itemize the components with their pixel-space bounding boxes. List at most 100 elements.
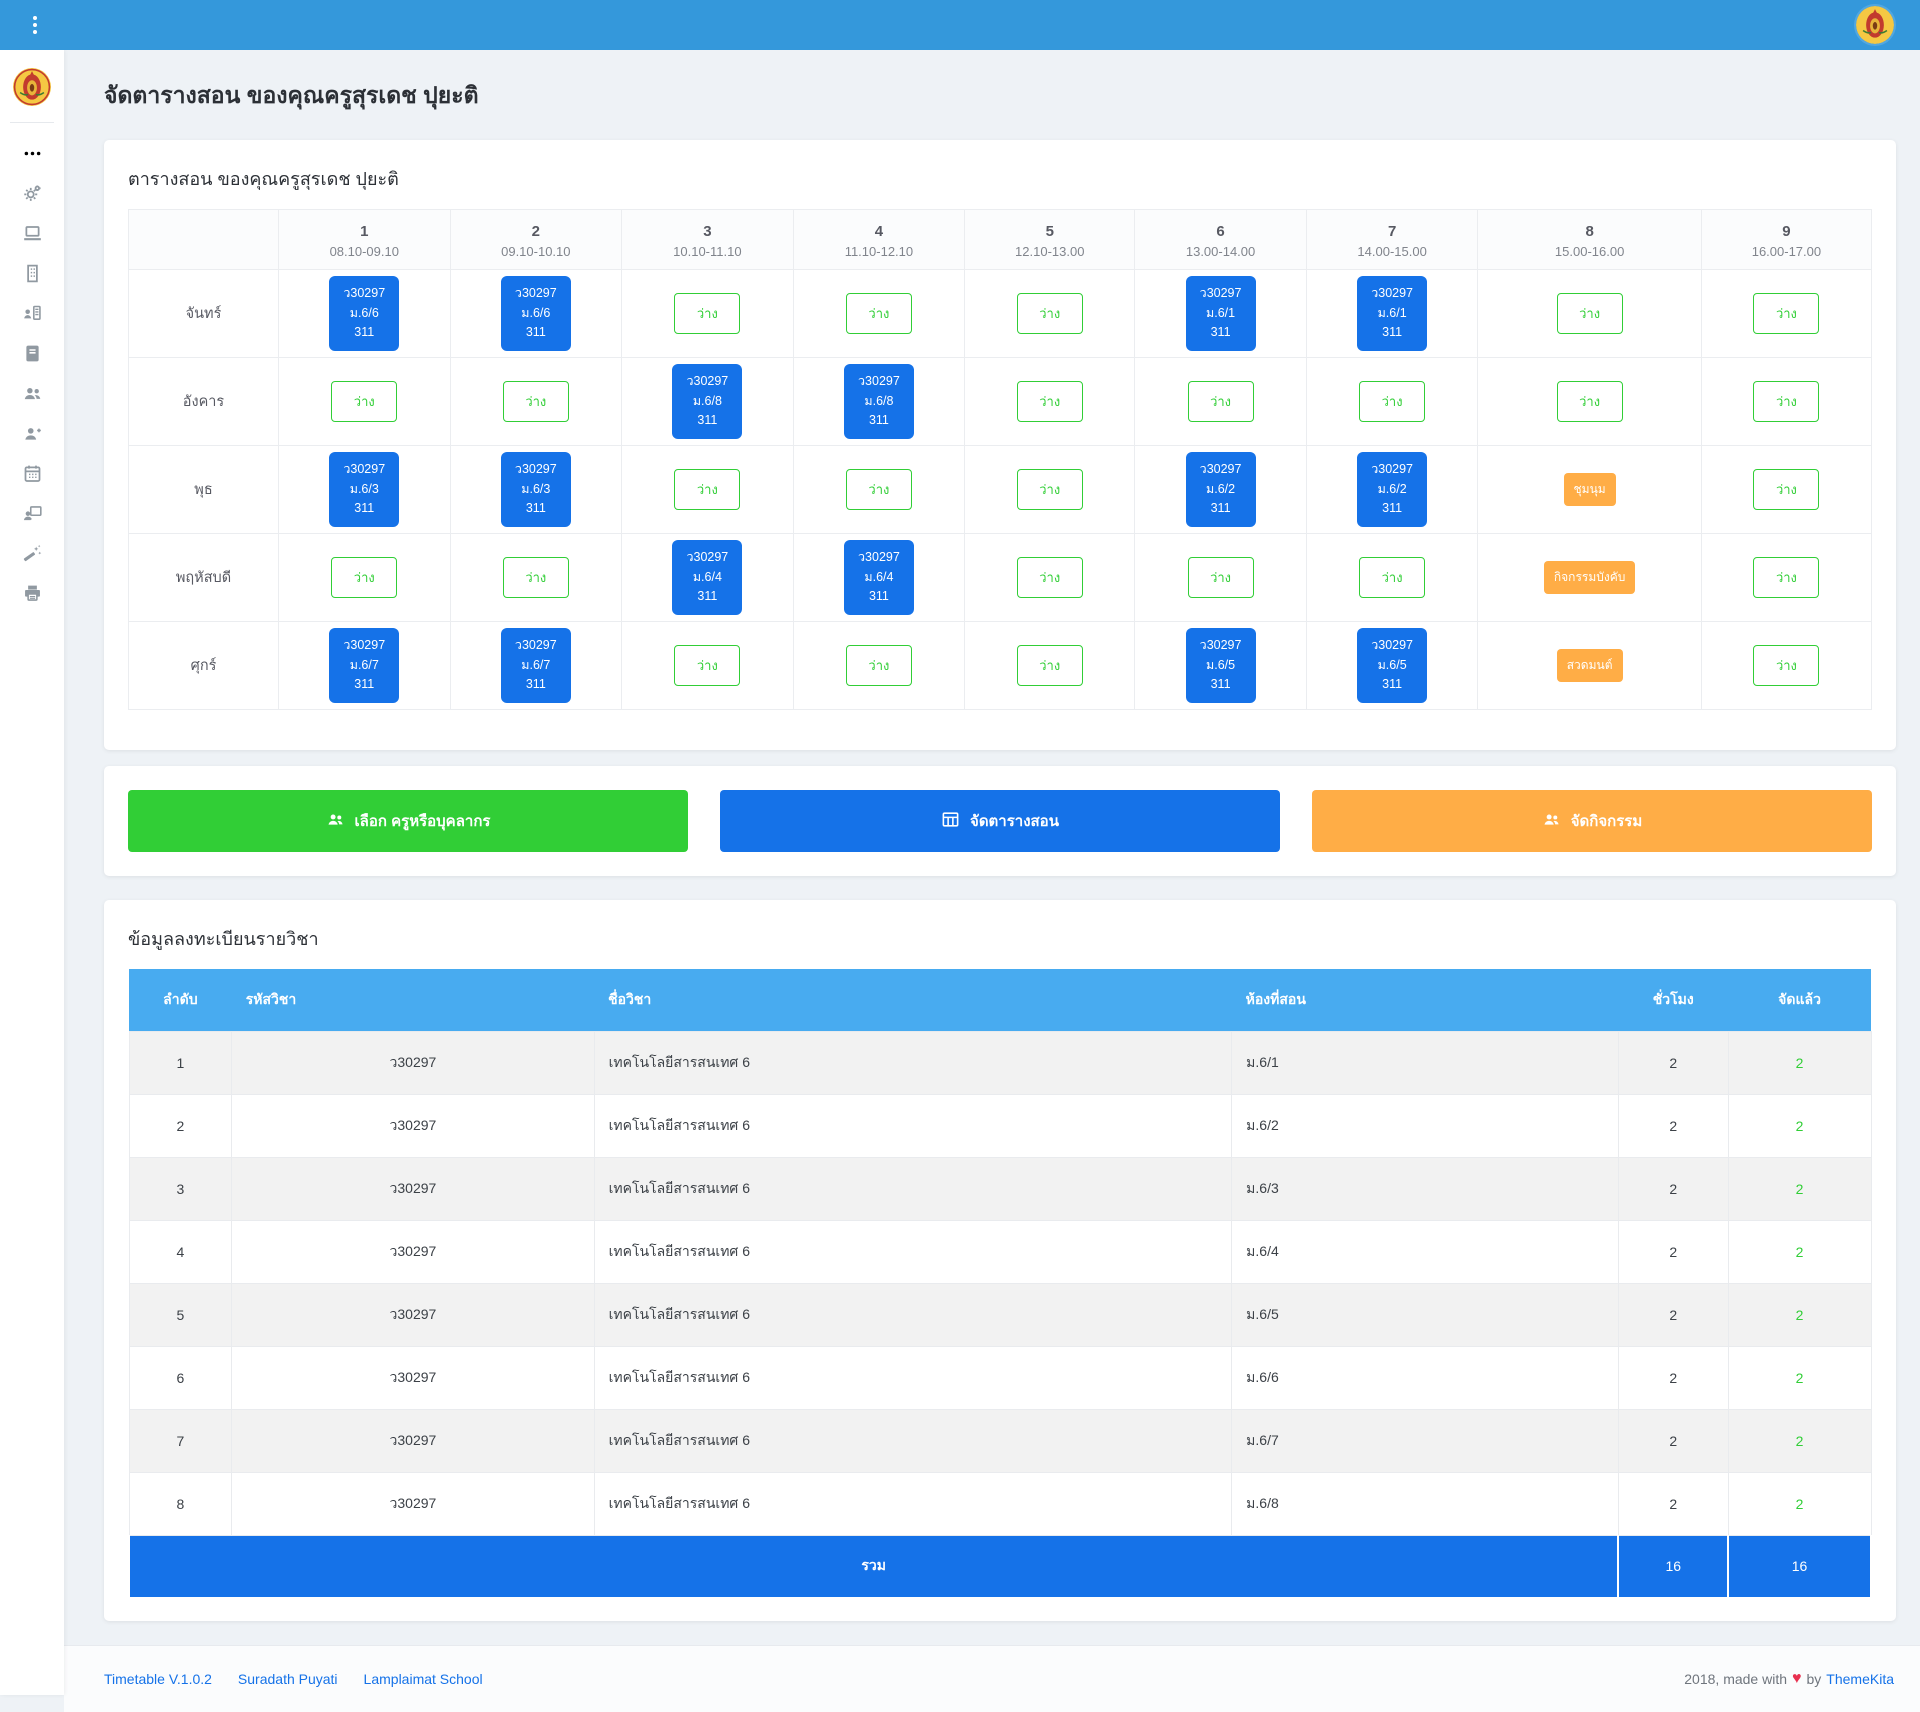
timetable-slot: ว่าง: [793, 622, 965, 710]
free-slot[interactable]: ว่าง: [1017, 645, 1083, 686]
sidebar-item-org-chart-icon[interactable]: [12, 293, 52, 333]
sidebar-item-building-icon[interactable]: [12, 253, 52, 293]
subject-code: ว30297: [232, 1220, 594, 1283]
sidebar-item-users-icon[interactable]: [12, 373, 52, 413]
free-slot[interactable]: ว่าง: [1753, 293, 1819, 334]
class-room: ม.6/6: [1232, 1346, 1619, 1409]
school-logo[interactable]: [13, 68, 51, 106]
hours: 2: [1618, 1031, 1728, 1094]
footer-copyright: 2018, made with ♥ by ThemeKita: [1684, 1670, 1894, 1688]
main-content: จัดตารางสอน ของคุณครูสุรเดช ปุยะติ ตาราง…: [64, 0, 1920, 1712]
activity-slot[interactable]: สวดมนต์: [1557, 649, 1623, 682]
sidebar-item-magic-wand-icon[interactable]: [12, 533, 52, 573]
themekita-link[interactable]: ThemeKita: [1826, 1671, 1894, 1687]
org-chart-icon: [22, 303, 43, 324]
free-slot[interactable]: ว่าง: [1188, 557, 1254, 598]
free-slot[interactable]: ว่าง: [503, 381, 569, 422]
free-slot[interactable]: ว่าง: [331, 381, 397, 422]
sidebar-item-settings-gears-icon[interactable]: [12, 173, 52, 213]
free-slot[interactable]: ว่าง: [846, 645, 912, 686]
free-slot[interactable]: ว่าง: [503, 557, 569, 598]
heart-icon: ♥: [1792, 1670, 1802, 1688]
free-slot[interactable]: ว่าง: [331, 557, 397, 598]
activity-slot[interactable]: กิจกรรมบังคับ: [1544, 561, 1635, 594]
page-title: จัดตารางสอน ของคุณครูสุรเดช ปุยะติ: [104, 78, 1896, 114]
registration-card: ข้อมูลลงทะเบียนรายวิชา ลำดับรหัสวิชาชื่อ…: [104, 900, 1896, 1621]
sidebar-item-book-icon[interactable]: [12, 333, 52, 373]
users-icon: [326, 810, 345, 833]
assigned-hours: 2: [1728, 1472, 1871, 1535]
free-slot[interactable]: ว่าง: [674, 469, 740, 510]
free-slot[interactable]: ว่าง: [1753, 469, 1819, 510]
free-slot[interactable]: ว่าง: [1753, 557, 1819, 598]
timetable-slot: ว่าง: [793, 270, 965, 358]
sidebar-item-laptop-icon[interactable]: [12, 213, 52, 253]
subject-name: เทคโนโลยีสารสนเทศ 6: [594, 1157, 1232, 1220]
arrange-activity-button[interactable]: จัดกิจกรรม: [1312, 790, 1872, 852]
teacher-name-link[interactable]: Suradath Puyati: [238, 1671, 338, 1687]
timetable-version-link[interactable]: Timetable V.1.0.2: [104, 1671, 212, 1687]
free-slot[interactable]: ว่าง: [1017, 469, 1083, 510]
select-teacher-button[interactable]: เลือก ครูหรือบุคลากร: [128, 790, 688, 852]
timetable-card-title: ตารางสอน ของคุณครูสุรเดช ปุยะติ: [128, 164, 1872, 193]
free-slot[interactable]: ว่าง: [1188, 381, 1254, 422]
day-label: ศุกร์: [129, 622, 279, 710]
sidebar-item-calendar-icon[interactable]: [12, 453, 52, 493]
building-icon: [22, 263, 43, 284]
free-slot[interactable]: ว่าง: [674, 645, 740, 686]
class-room: ม.6/7: [1232, 1409, 1619, 1472]
free-slot[interactable]: ว่าง: [1557, 293, 1623, 334]
free-slot[interactable]: ว่าง: [1017, 381, 1083, 422]
free-slot[interactable]: ว่าง: [1753, 381, 1819, 422]
school-name-link[interactable]: Lamplaimat School: [364, 1671, 483, 1687]
avatar[interactable]: [1856, 6, 1894, 44]
page-footer: Timetable V.1.0.2 Suradath Puyati Lamplaim…: [64, 1645, 1920, 1712]
sidebar-item-printer-icon[interactable]: [12, 573, 52, 613]
sidebar-toggle-icon[interactable]: [22, 12, 48, 38]
arrange-timetable-button[interactable]: จัดตารางสอน: [720, 790, 1280, 852]
subject-code: ว30297: [232, 1031, 594, 1094]
user-friends-icon: [1542, 810, 1561, 829]
user-plus-icon: [22, 423, 43, 444]
free-slot[interactable]: ว่าง: [1557, 381, 1623, 422]
register-column-header: ชื่อวิชา: [594, 969, 1232, 1031]
free-slot[interactable]: ว่าง: [1753, 645, 1819, 686]
free-slot[interactable]: ว่าง: [1359, 381, 1425, 422]
activity-slot[interactable]: ชุมนุม: [1564, 473, 1616, 506]
sidebar-item-teacher-board-icon[interactable]: [12, 493, 52, 533]
free-slot[interactable]: ว่าง: [1017, 557, 1083, 598]
hours: 2: [1618, 1094, 1728, 1157]
printer-icon: [22, 583, 43, 604]
free-slot[interactable]: ว่าง: [1017, 293, 1083, 334]
sidebar-item-ellipsis-icon[interactable]: [12, 133, 52, 173]
register-column-header: ห้องที่สอน: [1232, 969, 1619, 1031]
free-slot[interactable]: ว่าง: [846, 293, 912, 334]
free-slot[interactable]: ว่าง: [846, 469, 912, 510]
free-slot[interactable]: ว่าง: [674, 293, 740, 334]
sidebar-item-user-plus-icon[interactable]: [12, 413, 52, 453]
hours: 2: [1618, 1157, 1728, 1220]
free-slot[interactable]: ว่าง: [1359, 557, 1425, 598]
